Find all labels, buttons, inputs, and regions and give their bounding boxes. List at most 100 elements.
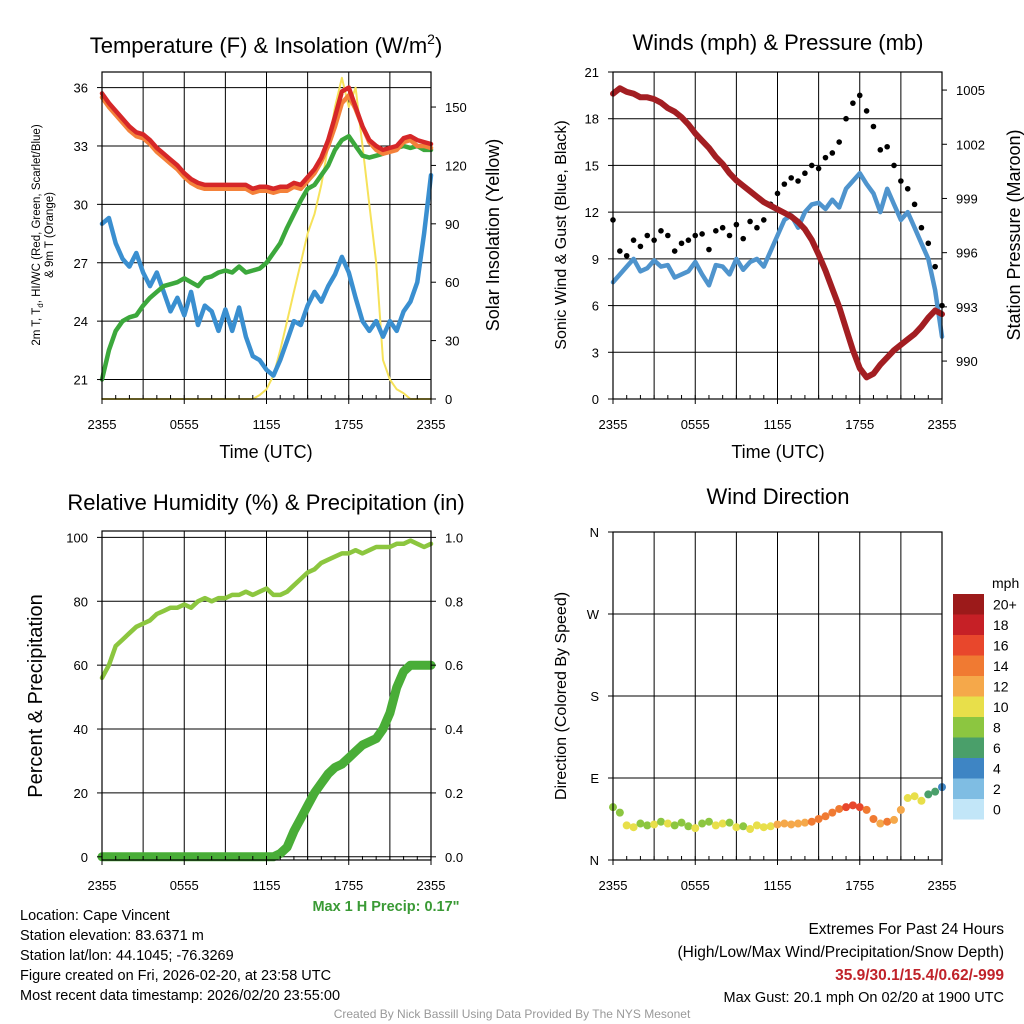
colorbar-label: 18	[993, 617, 1009, 633]
winds-right-axis-label: Station Pressure (Maroon)	[1004, 129, 1024, 340]
direction-point	[622, 821, 631, 830]
gust-point	[836, 139, 842, 145]
direction-point	[698, 819, 707, 828]
winds-series	[610, 85, 945, 381]
colorbar-cell	[953, 717, 984, 738]
dir-y-tick-label: N	[590, 853, 599, 868]
direction-point	[684, 822, 693, 831]
winds-y-tick-label: 15	[585, 158, 599, 173]
direction-point	[924, 790, 933, 799]
rh-x-tick-label: 1755	[334, 878, 363, 893]
direction-point	[876, 819, 885, 828]
colorbar-label: 16	[993, 637, 1009, 653]
direction-point	[691, 824, 700, 833]
dir-x-tick-label: 1155	[764, 878, 792, 893]
series-9m-t	[99, 93, 434, 195]
series-hi-wc	[99, 172, 434, 378]
humidity-chart-title: Relative Humidity (%) & Precipitation (i…	[67, 490, 464, 515]
direction-point	[636, 819, 645, 828]
direction-point	[670, 821, 679, 830]
rh-right-tick-label: 0.0	[445, 850, 463, 865]
colorbar-label: 8	[993, 719, 1001, 735]
winds-chart-title: Winds (mph) & Pressure (mb)	[633, 30, 924, 55]
wind-direction-y-axis-label: Direction (Colored By Speed)	[553, 592, 570, 800]
rh-y-tick-label: 80	[74, 594, 88, 609]
direction-point	[828, 808, 837, 817]
temp-y-tick-label: 27	[74, 256, 88, 271]
gust-point	[740, 235, 747, 242]
colorbar-label: 20+	[993, 596, 1017, 612]
colorbar-cell	[953, 737, 984, 758]
winds-x-tick-label: 1155	[764, 417, 792, 432]
winds-right-tick-label: 1005	[956, 83, 985, 98]
gust-point	[713, 228, 719, 234]
direction-point	[711, 821, 720, 830]
rh-y-tick-label: 20	[74, 786, 88, 801]
gust-point	[788, 175, 795, 181]
max-precip-annotation: Max 1 H Precip: 0.17"	[312, 899, 459, 915]
gust-point	[699, 231, 705, 237]
direction-point	[663, 819, 672, 828]
rh-x-tick-label: 1155	[253, 878, 281, 893]
gust-point	[692, 232, 699, 239]
direction-point	[732, 823, 741, 832]
temperature-panel: Temperature (F) & Insolation (W/m2) 2m T…	[31, 31, 503, 462]
winds-y-tick-label: 0	[592, 392, 599, 407]
direction-point	[650, 820, 659, 829]
gust-point	[911, 201, 918, 208]
dir-y-tick-label: S	[590, 689, 599, 704]
temperature-chart-title: Temperature (F) & Insolation (W/m2)	[90, 31, 443, 58]
winds-x-axis-label: Time (UTC)	[731, 442, 824, 462]
winds-x-tick-label: 2355	[928, 417, 957, 432]
gust-point	[760, 217, 767, 223]
gust-point	[850, 100, 856, 106]
rh-y-tick-label: 0	[81, 850, 88, 865]
figure-created: Figure created on Fri, 2026-02-20, at 23…	[20, 968, 332, 984]
direction-point	[787, 820, 796, 829]
direction-point	[629, 823, 638, 832]
colorbar-label: 2	[993, 781, 1001, 797]
colorbar-cell	[953, 696, 984, 717]
dir-x-tick-label: 1755	[845, 878, 874, 893]
gust-point	[822, 154, 829, 161]
colorbar-unit: mph	[992, 575, 1019, 591]
gust-point	[863, 108, 870, 114]
temp-right-tick-label: 120	[445, 158, 467, 173]
temp-right-tick-label: 150	[445, 100, 467, 115]
direction-point	[800, 818, 809, 827]
direction-point	[807, 817, 816, 826]
gust-point	[870, 123, 877, 130]
gust-point	[665, 232, 671, 239]
credit-line: Created By Nick Bassill Using Data Provi…	[333, 1007, 691, 1021]
gust-point	[925, 240, 932, 247]
wind-direction-panel: Wind Direction Direction (Colored By Spe…	[553, 484, 1019, 893]
temp-y-tick-label: 30	[74, 197, 88, 212]
recent-timestamp: Most recent data timestamp: 2026/02/20 2…	[20, 988, 341, 1004]
direction-point	[896, 805, 905, 814]
gust-point	[754, 224, 760, 231]
direction-point	[766, 822, 775, 831]
rh-right-tick-label: 0.2	[445, 786, 463, 801]
dir-x-tick-label: 2355	[928, 878, 957, 893]
dir-x-tick-label: 2355	[599, 878, 628, 893]
station-latlon: Station lat/lon: 44.1045; -76.3269	[20, 948, 234, 964]
direction-point	[910, 792, 919, 801]
direction-point	[890, 815, 899, 824]
winds-x-tick-label: 2355	[599, 417, 628, 432]
temp-x-tick-label: 0555	[170, 417, 199, 432]
colorbar-label: 12	[993, 678, 1009, 694]
gust-point	[644, 232, 651, 239]
gust-point	[774, 190, 781, 197]
gust-point	[617, 248, 623, 254]
series-station-pressure	[610, 85, 945, 381]
series-td	[99, 133, 434, 382]
winds-x-tick-label: 1755	[845, 417, 874, 432]
gust-point	[932, 263, 938, 270]
gust-point	[884, 143, 890, 150]
gust-point	[904, 185, 911, 192]
extremes-box: Extremes For Past 24 Hours (High/Low/Max…	[678, 918, 1005, 1010]
gust-point	[637, 243, 644, 250]
colorbar-cell	[953, 655, 984, 676]
